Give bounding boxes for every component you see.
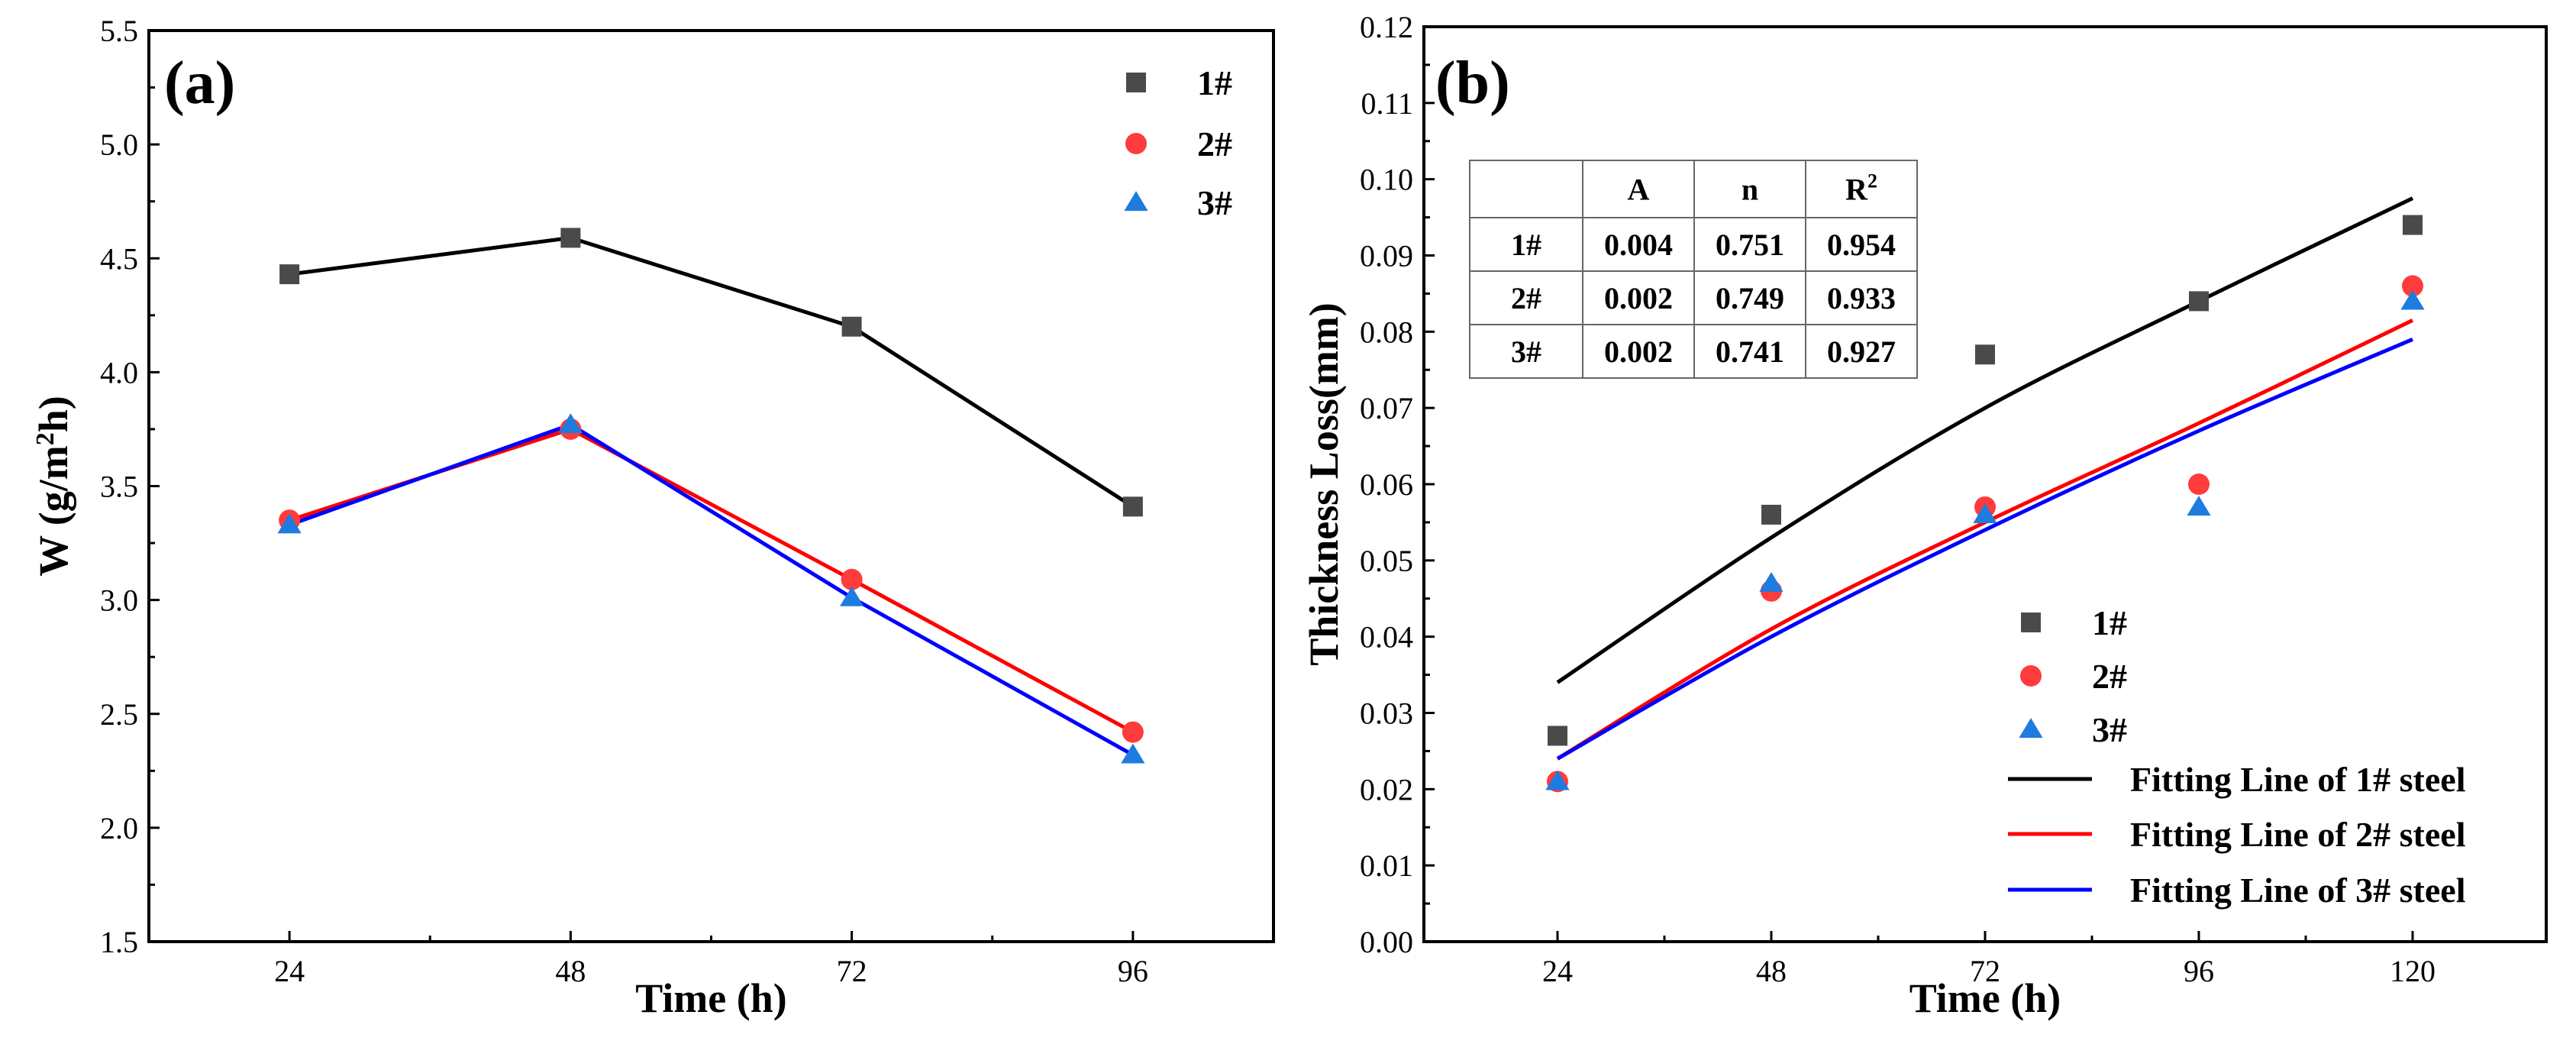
legend-label: Fitting Line of 2# steel: [2130, 815, 2466, 854]
table-header-cell: R2: [1845, 170, 1877, 207]
y-tick-label: 2.0: [100, 811, 138, 845]
y-tick-label: 0.10: [1360, 163, 1413, 197]
x-tick-label: 96: [1118, 954, 1148, 988]
y-tick-label: 0.00: [1360, 925, 1413, 959]
series-line-3: [289, 422, 1135, 757]
data-point-3: [558, 413, 583, 434]
data-point-2: [841, 568, 863, 590]
data-point-3: [1759, 571, 1784, 592]
y-tick-label: 0.05: [1360, 544, 1413, 578]
table-cell: 0.954: [1827, 228, 1896, 262]
y-tick-label: 0.02: [1360, 772, 1413, 806]
data-point-1: [1548, 726, 1567, 746]
legend-marker-3: [2019, 718, 2043, 739]
table-cell: 0.751: [1716, 228, 1784, 262]
table-cell: 0.927: [1827, 335, 1896, 369]
chart-b: 0.00 0.01 0.02 0.03 0.04 0.05 0.06 0.07 0.08 0.09…: [1301, 10, 2548, 1021]
data-point-1: [2403, 215, 2423, 235]
data-point-1: [1761, 504, 1781, 525]
data-point-1: [1975, 344, 1995, 365]
x-tick-label: 72: [837, 954, 867, 988]
x-axis-label: Time (h): [1909, 975, 2061, 1021]
y-tick-label: 1.5: [100, 925, 138, 959]
data-point-1: [2189, 291, 2209, 312]
legend-label: 2#: [1197, 124, 1232, 163]
x-tick-label: 120: [2390, 954, 2436, 988]
y-axis-label: Thickness Loss(mm): [1301, 302, 1347, 666]
y-tick-label: 3.5: [100, 470, 138, 504]
panel-label: (a): [164, 50, 235, 117]
legend-label: 1#: [2092, 603, 2127, 642]
x-tick-label: 96: [2184, 954, 2214, 988]
legend-marker-1: [2021, 613, 2041, 632]
data-point-2: [2188, 474, 2210, 495]
y-tick-label: 4.0: [100, 355, 138, 389]
legend-label: 2#: [2092, 657, 2127, 696]
table-cell: 0.004: [1604, 228, 1673, 262]
legend-label: 1#: [1197, 63, 1232, 102]
legend-label: 3#: [1197, 183, 1232, 222]
legend-label: Fitting Line of 1# steel: [2130, 760, 2466, 799]
legend-label: Fitting Line of 3# steel: [2130, 871, 2466, 910]
series-line-1: [289, 235, 1135, 509]
data-point-3: [2400, 289, 2425, 310]
table-cell: 0.741: [1716, 335, 1784, 369]
legend-marker-2: [1125, 133, 1147, 154]
x-tick-label: 72: [1970, 954, 2000, 988]
y-tick-label: 0.03: [1360, 697, 1413, 731]
x-tick-label: 24: [1542, 954, 1573, 988]
plot-frame: [147, 29, 1275, 943]
table-cell: 3#: [1511, 335, 1541, 369]
data-point-1: [841, 316, 862, 337]
legend-marker-3: [1124, 191, 1148, 212]
y-tick-label: 3.0: [100, 583, 138, 618]
table-cell: 1#: [1511, 228, 1541, 262]
table-cell: 0.002: [1604, 335, 1673, 369]
table-cell: 0.933: [1827, 281, 1896, 315]
data-point-3: [1121, 743, 1145, 764]
data-point-2: [2402, 275, 2423, 297]
table-cell: 2#: [1511, 281, 1541, 315]
y-tick-label: 0.06: [1360, 467, 1413, 502]
series-line-2: [289, 427, 1135, 734]
y-tick-label: 5.0: [100, 128, 138, 162]
legend-label: 3#: [2092, 710, 2127, 749]
y-tick-label: 0.12: [1360, 10, 1413, 44]
data-point-3: [1973, 503, 1997, 524]
fit-line-1: [1556, 196, 2414, 684]
x-axis-label: Time (h): [635, 975, 787, 1021]
legend-marker-1: [1126, 73, 1146, 92]
chart-a: 1.5 2.0 2.5 3.0 3.5 4.0 4.5 5.0 5.5 24 48 72 96 Time …: [31, 14, 1275, 1021]
table-cell: 0.002: [1604, 281, 1673, 315]
y-tick-label: 0.08: [1360, 315, 1413, 349]
y-tick-label: 0.07: [1360, 391, 1413, 425]
x-tick-label: 48: [1756, 954, 1787, 988]
y-tick-label: 2.5: [100, 697, 138, 732]
y-tick-label: 0.09: [1360, 239, 1413, 273]
y-tick-label: 4.5: [100, 241, 138, 276]
y-tick-label: 5.5: [100, 14, 138, 48]
legend-marker-2: [2020, 665, 2042, 687]
fit-line-3: [1556, 338, 2413, 761]
fit-line-2: [1556, 318, 2414, 761]
data-point-3: [1545, 770, 1570, 790]
y-tick-label: 0.04: [1360, 620, 1413, 655]
table-header-cell: n: [1742, 173, 1758, 207]
y-axis-label: W (g/m2h): [31, 396, 76, 577]
data-point-3: [840, 586, 864, 606]
data-point-1: [279, 264, 300, 285]
x-tick-label: 24: [274, 954, 305, 988]
data-point-2: [1122, 721, 1144, 743]
table-header-cell: A: [1628, 173, 1650, 207]
data-point-1: [560, 228, 581, 248]
panel-label: (b): [1435, 50, 1510, 117]
x-tick-label: 48: [555, 954, 586, 988]
y-tick-label: 0.01: [1360, 848, 1413, 883]
data-point-1: [1122, 496, 1143, 517]
data-point-3: [277, 513, 302, 534]
table-cell: 0.749: [1716, 281, 1784, 315]
y-tick-label: 0.11: [1361, 86, 1413, 121]
data-point-3: [2187, 496, 2211, 516]
